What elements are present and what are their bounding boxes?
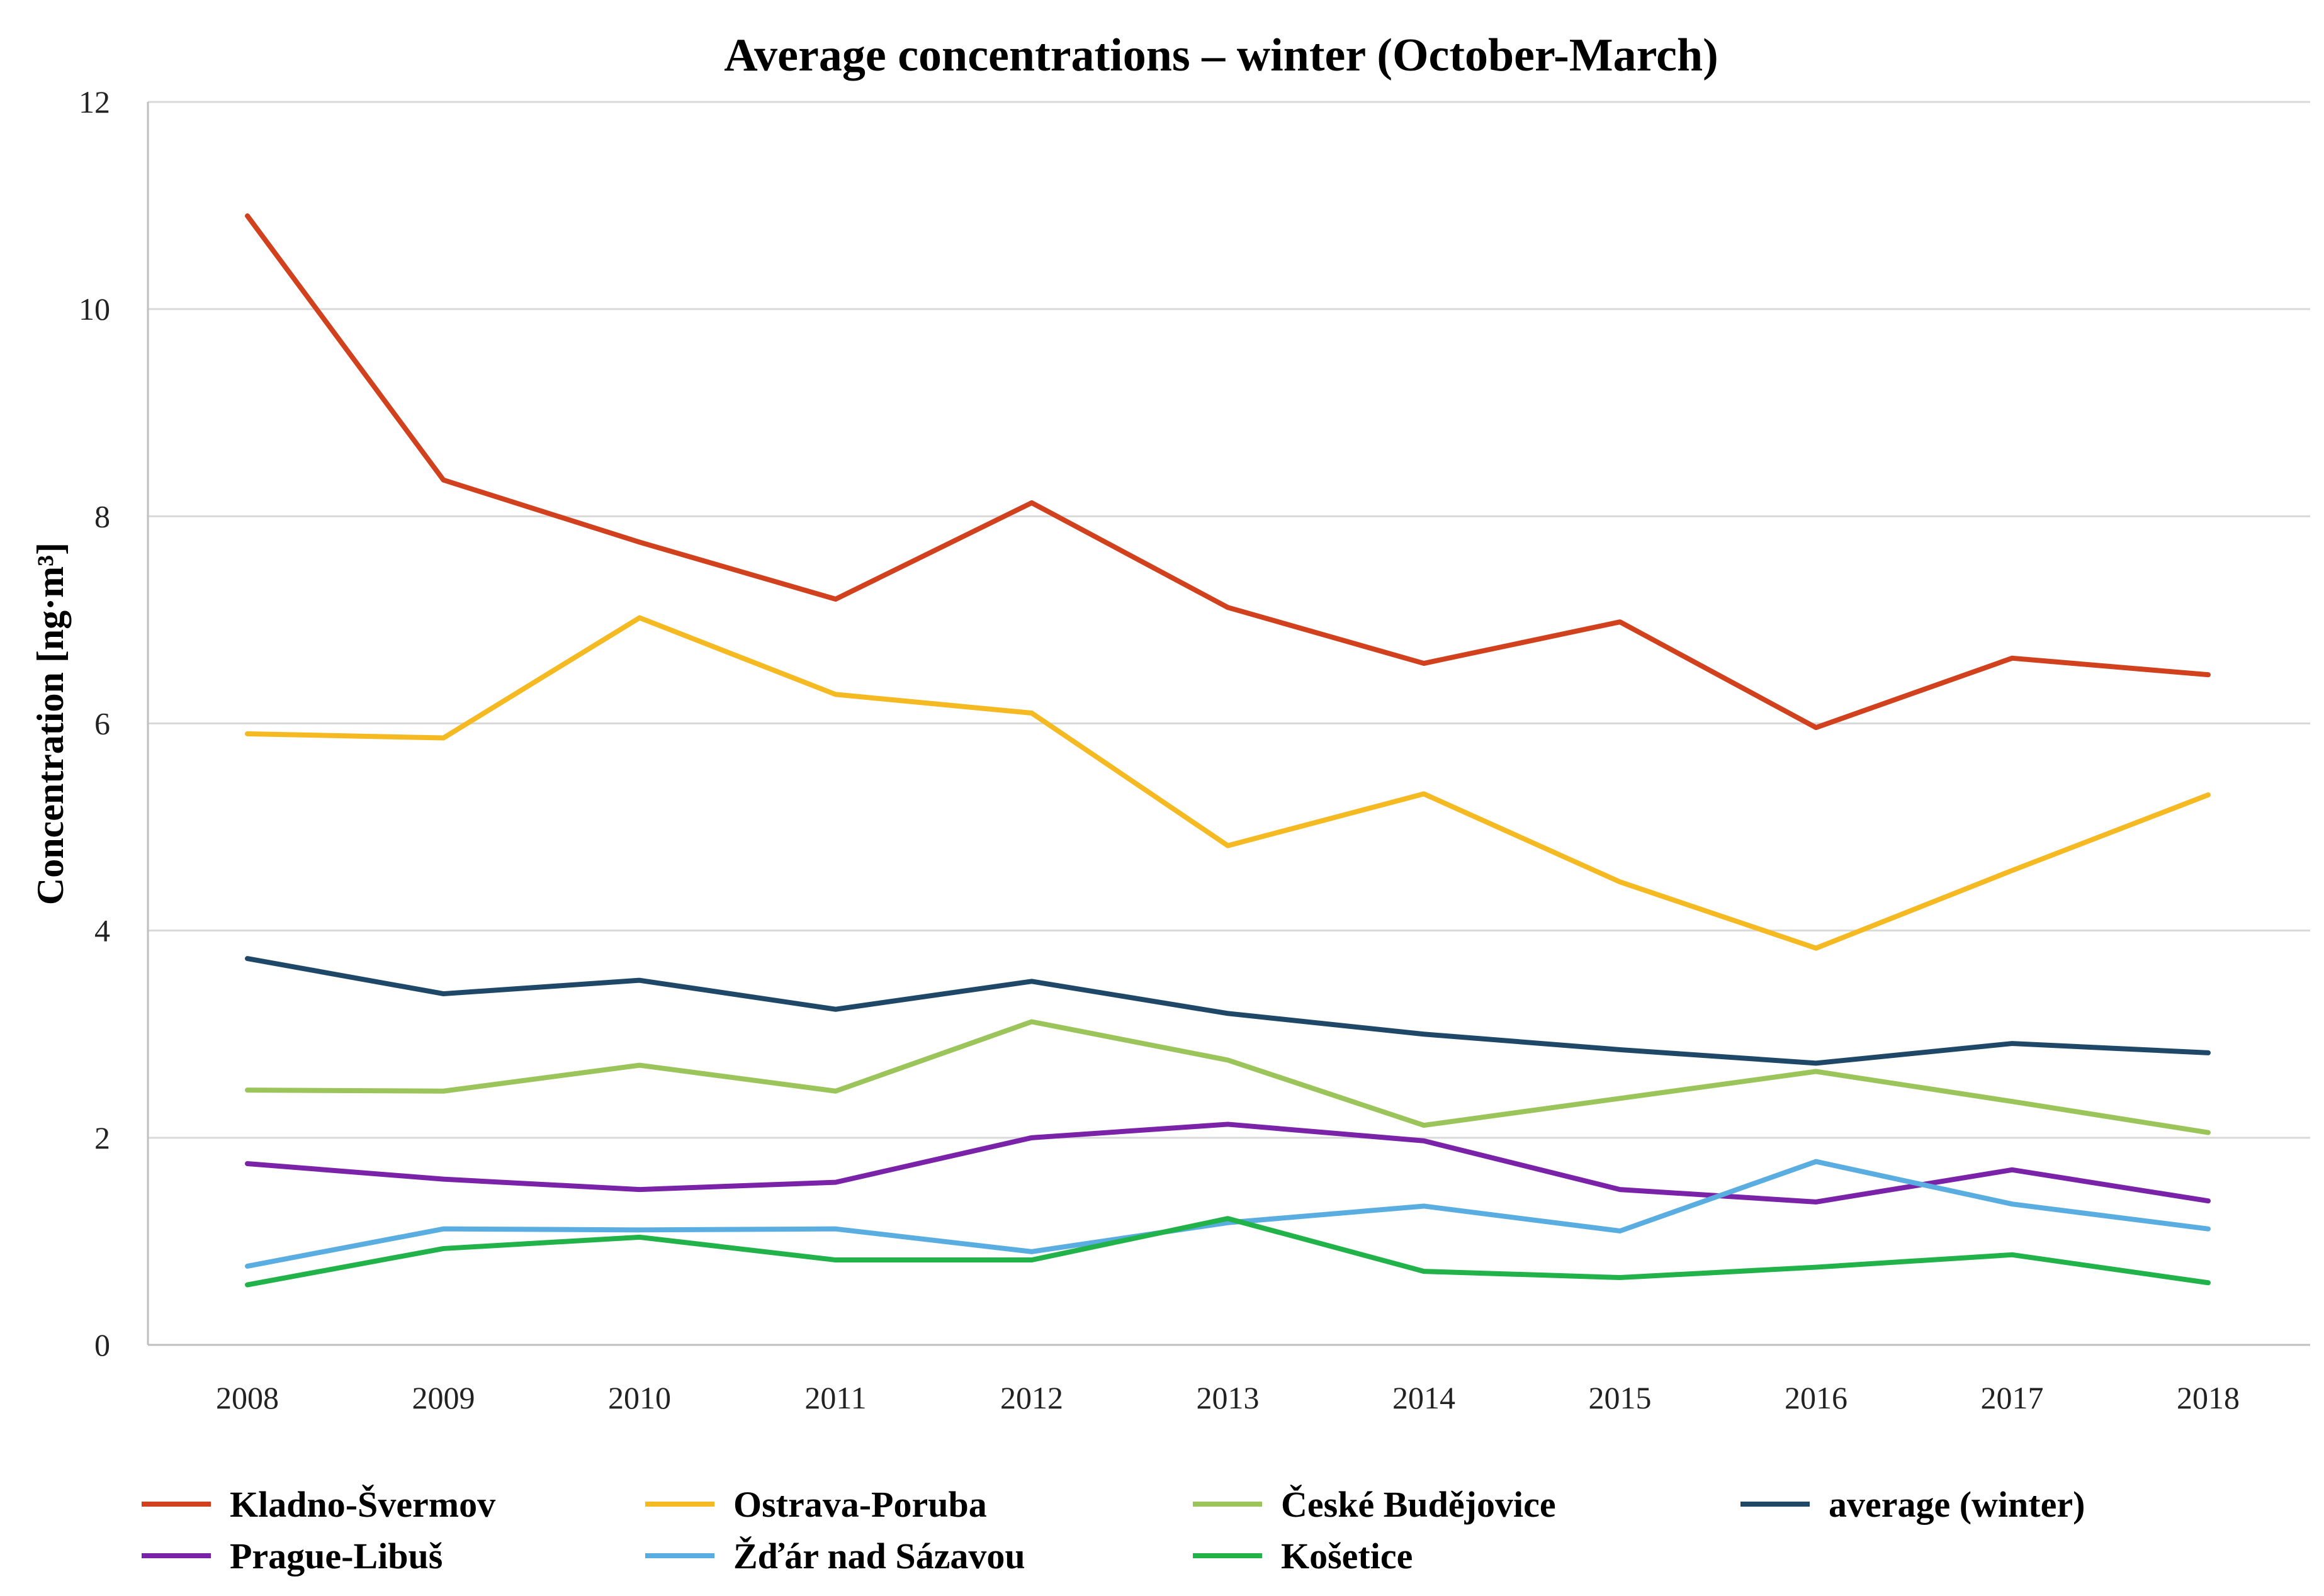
x-axis-ticks: 2008 2009 2010 2011 2012 2013 2014 2015 2016 2017…	[216, 1380, 2240, 1415]
legend-label: Ostrava-Poruba	[733, 1484, 987, 1525]
gridlines	[147, 101, 2310, 1346]
y-axis-label: Concentration [ng·m³]	[30, 542, 71, 905]
series-line-5	[245, 1159, 2211, 1269]
series-line-6	[245, 1216, 2211, 1288]
legend-label: Kladno-Švermov	[230, 1484, 495, 1525]
x-tick-label: 2011	[804, 1380, 866, 1415]
x-tick-label: 2017	[1981, 1380, 2044, 1415]
series-line-3	[245, 956, 2211, 1066]
legend-label: České Budějovice	[1281, 1484, 1556, 1525]
y-tick-label: 2	[94, 1120, 110, 1155]
legend-label: Prague-Libuš	[230, 1536, 443, 1576]
y-tick-label: 8	[94, 498, 110, 534]
chart-title: Average concentrations – winter (October…	[724, 30, 1718, 81]
x-tick-label: 2018	[2177, 1380, 2240, 1415]
y-tick-label: 0	[94, 1327, 110, 1363]
x-tick-label: 2012	[1000, 1380, 1063, 1415]
y-tick-label: 4	[94, 913, 110, 948]
series-line-1	[245, 615, 2211, 951]
series-line-0	[245, 213, 2211, 731]
x-tick-label: 2014	[1392, 1380, 1455, 1415]
y-tick-label: 6	[94, 706, 110, 741]
legend-label: average (winter)	[1829, 1484, 2085, 1525]
series-lines	[245, 213, 2211, 1288]
legend-label: Žďár nad Sázavou	[733, 1536, 1025, 1576]
x-tick-label: 2016	[1785, 1380, 1847, 1415]
x-tick-label: 2015	[1589, 1380, 1652, 1415]
series-line-4	[245, 1121, 2211, 1205]
x-tick-label: 2013	[1197, 1380, 1260, 1415]
y-tick-label: 12	[79, 84, 110, 120]
series-line-2	[245, 1019, 2211, 1135]
y-axis-ticks: 0 2 4 6 8 10 12	[79, 84, 110, 1363]
legend: Kladno-Švermov Ostrava-Poruba České Budějo…	[142, 1484, 2085, 1576]
y-tick-label: 10	[79, 291, 110, 327]
legend-label: Košetice	[1281, 1536, 1413, 1576]
x-tick-label: 2010	[608, 1380, 671, 1415]
x-tick-label: 2009	[412, 1380, 475, 1415]
x-tick-label: 2008	[216, 1380, 279, 1415]
